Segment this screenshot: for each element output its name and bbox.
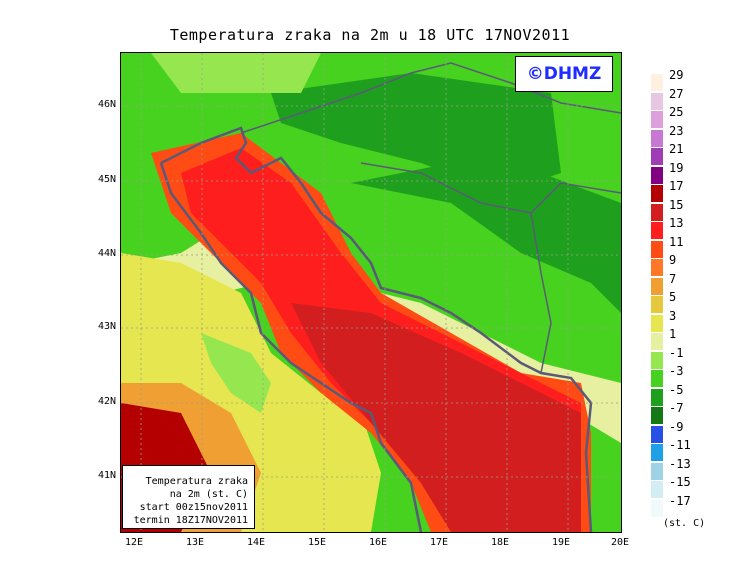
- lon-label-15e: 15E: [307, 537, 327, 548]
- cold-zone-north: [271, 73, 561, 193]
- lon-label-14e: 14E: [246, 537, 266, 548]
- lon-label-18e: 18E: [490, 537, 510, 548]
- legend-swatch: [651, 407, 663, 424]
- lon-label-13e: 13E: [185, 537, 205, 548]
- info-line-units: na 2m (st. C): [169, 489, 248, 500]
- legend-label: 13: [669, 216, 684, 230]
- legend-swatch: [651, 259, 663, 276]
- legend-label: 1: [669, 327, 677, 341]
- legend-label: 17: [669, 179, 684, 193]
- legend-swatch: [651, 296, 663, 313]
- legend-swatch: [651, 222, 663, 239]
- legend-swatch: [651, 388, 663, 406]
- info-line-variable: Temperatura zraka: [145, 476, 248, 487]
- legend-label: -5: [669, 382, 684, 397]
- dhmz-copyright-badge: ©DHMZ: [515, 56, 613, 92]
- legend-swatch: [651, 351, 663, 369]
- lon-label-16e: 16E: [368, 537, 388, 548]
- legend-unit: (st. C): [663, 518, 706, 529]
- border-north: [240, 62, 621, 134]
- legend-label: -7: [669, 401, 684, 415]
- legend-label: -3: [669, 364, 684, 378]
- legend-swatch: [651, 129, 663, 147]
- legend-label: -1: [669, 345, 684, 360]
- grid-lines: [121, 53, 621, 532]
- legend-label: 15: [669, 197, 684, 212]
- legend-swatch: [651, 333, 663, 350]
- legend-swatch: [651, 148, 663, 165]
- apennines-cool-zone: [201, 333, 271, 413]
- legend-label: 3: [669, 308, 677, 323]
- lon-label-19e: 19E: [551, 537, 571, 548]
- legend-label: 23: [669, 123, 684, 138]
- lat-label-44n: 44N: [97, 248, 116, 259]
- info-line-termin: termin 18Z17NOV2011: [133, 515, 248, 526]
- legend-swatch: [651, 462, 663, 480]
- legend-label: -15: [669, 475, 691, 489]
- cold-zone-balkan: [351, 163, 621, 313]
- legend-swatch: [651, 277, 663, 295]
- legend-swatch: [651, 314, 663, 332]
- legend-label: -13: [669, 456, 691, 471]
- legend-swatch: [651, 444, 663, 461]
- legend-label: 27: [669, 86, 684, 101]
- legend-label: 21: [669, 142, 684, 156]
- lat-label-46n: 46N: [97, 99, 116, 110]
- legend-swatch: [651, 499, 663, 517]
- mild-zone-alps: [151, 53, 321, 93]
- map-info-box: Temperatura zraka na 2m (st. C) start 00…: [122, 465, 255, 529]
- adriatic-south-zone: [291, 303, 581, 532]
- legend-label: -11: [669, 438, 691, 452]
- legend-label: 11: [669, 234, 684, 249]
- legend-label: 9: [669, 253, 677, 267]
- legend-swatch: [651, 370, 663, 387]
- lat-label-42n: 42N: [97, 396, 116, 407]
- legend-swatch: [651, 185, 663, 202]
- legend-label: 25: [669, 105, 684, 119]
- legend-swatch: [651, 425, 663, 443]
- legend-label: -17: [669, 493, 691, 508]
- legend-label: 5: [669, 290, 677, 304]
- legend-swatch: [651, 203, 663, 221]
- border-croatia-bosnia: [360, 162, 621, 214]
- legend-label: 7: [669, 271, 677, 286]
- legend-swatch: [651, 74, 663, 91]
- lon-label-20e: 20E: [610, 537, 630, 548]
- lon-label-12e: 12E: [124, 537, 144, 548]
- coastline-west: [159, 162, 423, 532]
- temperature-map[interactable]: [120, 52, 622, 533]
- lat-label-43n: 43N: [97, 321, 116, 332]
- lat-label-45n: 45N: [97, 174, 116, 185]
- coastline-east: [160, 126, 593, 532]
- legend-swatch: [651, 92, 663, 110]
- legend-label: -9: [669, 419, 684, 434]
- border-bosnia-serbia: [530, 212, 552, 374]
- legend-label: 29: [669, 68, 684, 82]
- legend-swatch: [651, 240, 663, 258]
- legend-swatch: [651, 166, 663, 184]
- legend-label: 19: [669, 160, 684, 175]
- map-title: Temperatura zraka na 2m u 18 UTC 17NOV20…: [169, 26, 571, 44]
- legend-swatch: [651, 481, 663, 498]
- lon-label-17e: 17E: [429, 537, 449, 548]
- legend-swatch: [651, 111, 663, 128]
- info-line-start: start 00z15nov2011: [139, 502, 248, 513]
- lat-label-41n: 41N: [97, 470, 116, 481]
